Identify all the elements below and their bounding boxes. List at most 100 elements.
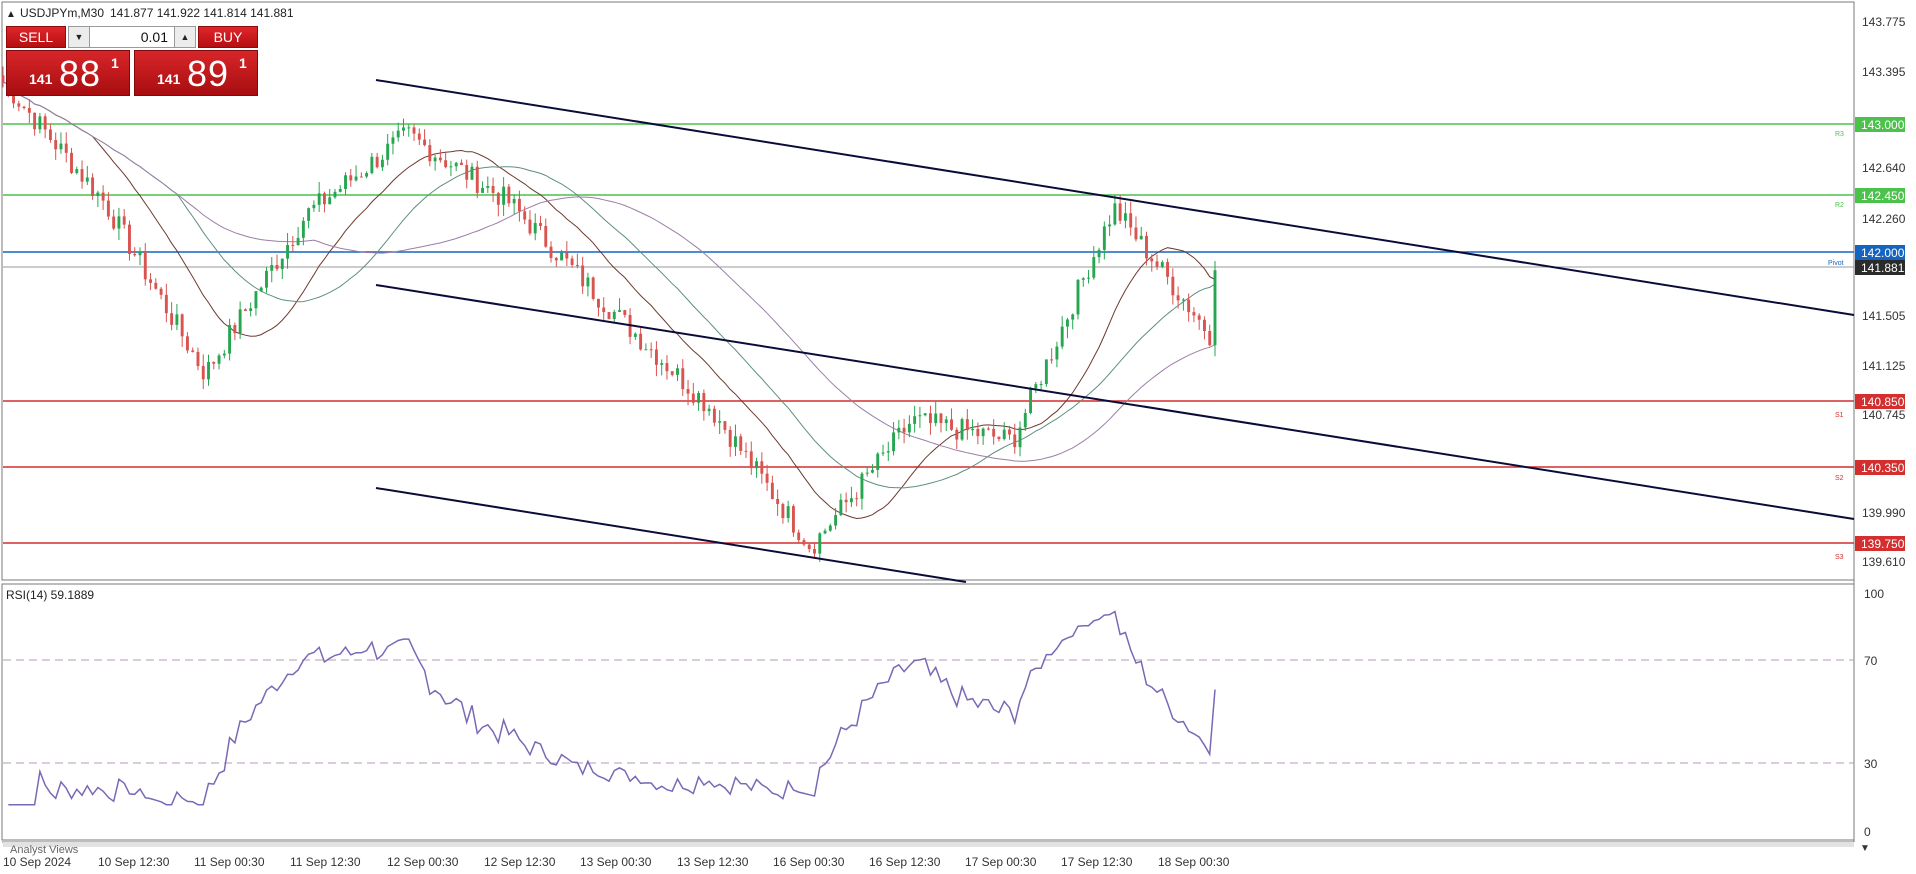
price-tick: 141.505	[1862, 309, 1906, 323]
time-tick: 10 Sep 2024	[3, 855, 71, 869]
candle-body	[301, 220, 305, 238]
candle-body	[1123, 213, 1127, 221]
candle-body	[565, 252, 569, 259]
candle-body	[633, 333, 637, 337]
candle-body	[1039, 384, 1043, 386]
candle-body	[117, 216, 121, 229]
analyst-views-bar[interactable]	[3, 842, 1854, 847]
candle-body	[644, 349, 648, 351]
candle-body	[59, 143, 63, 150]
bid-label: 141.881	[1861, 261, 1905, 275]
candle-body	[1066, 319, 1069, 327]
candle-body	[1102, 226, 1106, 250]
sell-button[interactable]: SELL	[6, 26, 66, 48]
scroll-down-icon[interactable]: ▼	[1860, 843, 1870, 854]
candle-body	[1, 75, 5, 82]
candle-body	[1013, 434, 1017, 448]
sell-price-button[interactable]: 141 88 1	[6, 50, 130, 96]
candle-body	[243, 309, 247, 311]
channel-middle-line[interactable]	[375, 284, 1855, 520]
candle-body	[839, 499, 843, 516]
candle-body	[960, 419, 964, 440]
candle-body	[91, 177, 95, 196]
candle-body	[913, 416, 917, 424]
candle-body	[1187, 299, 1191, 313]
level-lines[interactable]: 143.000 R3 142.450 R2 142.000 Pivot 141.…	[3, 117, 1905, 561]
candle-body	[892, 432, 896, 452]
candle-body	[997, 436, 1001, 440]
candle-body	[1118, 203, 1122, 221]
candle-body	[554, 257, 558, 261]
candle-body	[728, 429, 732, 447]
candle-body	[544, 226, 548, 247]
candle-body	[143, 251, 147, 280]
candle-body	[654, 349, 658, 365]
candle-body	[212, 361, 216, 364]
candle-body	[380, 159, 384, 168]
candle-body	[412, 127, 416, 134]
candle-body	[280, 258, 284, 270]
s3-label-bg	[1855, 536, 1905, 551]
candle-body	[786, 506, 790, 519]
price-tick: 139.610	[1862, 555, 1906, 569]
volume-increase-icon[interactable]: ▲	[174, 26, 196, 48]
sell-price-prefix: 141	[29, 71, 53, 87]
candle-body	[48, 129, 52, 141]
analyst-views-label[interactable]: Analyst Views	[10, 844, 79, 856]
price-tick: 140.745	[1862, 408, 1906, 422]
buy-price-button[interactable]: 141 89 1	[134, 50, 258, 96]
candle-body	[797, 532, 801, 541]
candle-body	[881, 452, 885, 454]
s3-label: 139.750	[1861, 537, 1905, 551]
ma-slow-line	[2, 81, 1216, 462]
candle-body	[96, 192, 100, 196]
candle-body	[549, 246, 553, 258]
candle-body	[791, 506, 795, 533]
candle-body	[1181, 299, 1185, 301]
candle-body	[828, 525, 832, 531]
candle-body	[438, 157, 442, 161]
trend-channel[interactable]	[375, 79, 1855, 583]
candle-body	[344, 175, 347, 190]
candle-body	[201, 366, 205, 380]
candle-body	[112, 216, 116, 229]
candle-body	[744, 450, 748, 452]
candle-body	[122, 216, 126, 225]
candle-body	[154, 282, 158, 289]
candle-body	[354, 176, 358, 181]
candle-body	[238, 309, 242, 334]
volume-decrease-icon[interactable]: ▼	[68, 26, 90, 48]
channel-lower-line[interactable]	[375, 487, 967, 583]
candle-body	[375, 156, 379, 168]
candle-body	[481, 187, 484, 193]
buy-price-pipette: 1	[239, 55, 247, 71]
buy-button[interactable]: BUY	[198, 26, 258, 48]
chart-arrow-icon[interactable]: ▲	[6, 9, 16, 20]
candle-body	[986, 428, 990, 430]
candle-body	[770, 482, 774, 499]
candle-body	[386, 143, 390, 160]
candle-body	[739, 436, 743, 451]
candle-body	[22, 106, 26, 109]
sell-price-pipette: 1	[111, 55, 119, 71]
candle-body	[491, 185, 495, 193]
candle-body	[523, 211, 527, 220]
candle-body	[185, 336, 189, 351]
candle-body	[834, 515, 838, 526]
candle-body	[612, 311, 616, 320]
candle-body	[1197, 315, 1201, 320]
candle-body	[781, 504, 785, 519]
candle-body	[712, 408, 716, 423]
candle-body	[849, 498, 853, 503]
candle-body	[981, 428, 985, 437]
time-tick: 10 Sep 12:30	[98, 855, 170, 869]
candle-body	[723, 421, 727, 430]
volume-input[interactable]	[90, 26, 174, 48]
candle-body	[639, 333, 643, 350]
pivot-label: 142.000	[1861, 246, 1905, 260]
channel-upper-line[interactable]	[375, 79, 1855, 316]
candle-body	[681, 368, 685, 390]
candle-body	[965, 419, 969, 431]
candle-body	[470, 166, 474, 180]
